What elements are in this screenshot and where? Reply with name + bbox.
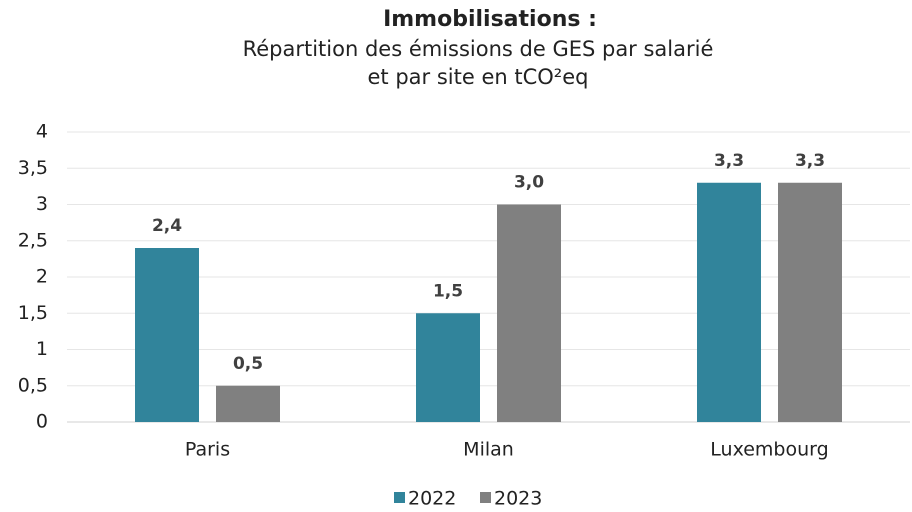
y-tick-label: 3,5	[18, 157, 48, 179]
y-tick-label: 2	[36, 266, 48, 288]
y-tick-label: 3	[36, 193, 48, 215]
value-label: 3,3	[795, 151, 825, 171]
bar	[497, 204, 561, 422]
y-tick-label: 4	[36, 121, 48, 143]
legend-swatch	[480, 492, 491, 503]
y-tick-label: 2,5	[18, 229, 48, 251]
bar	[416, 313, 480, 422]
value-label: 2,4	[152, 216, 182, 236]
value-label: 1,5	[433, 281, 463, 301]
legend-swatch	[394, 492, 405, 503]
legend-label: 2022	[408, 488, 456, 510]
bar	[216, 385, 280, 422]
chart-subtitle: Répartition des émissions de GES par sal…	[243, 37, 714, 61]
x-tick-label: Milan	[463, 439, 514, 461]
y-tick-label: 1	[36, 338, 48, 360]
bar	[697, 182, 761, 422]
value-label: 3,0	[514, 173, 544, 193]
x-tick-label: Luxembourg	[710, 439, 828, 461]
legend-label: 2023	[494, 488, 542, 510]
y-tick-label: 0	[36, 411, 48, 433]
bar	[135, 248, 199, 422]
chart-subtitle: et par site en tCO²eq	[368, 65, 589, 89]
chart-title: Immobilisations :	[383, 7, 597, 32]
y-tick-label: 1,5	[18, 302, 48, 324]
bar	[778, 182, 842, 422]
x-tick-label: Paris	[185, 439, 230, 461]
y-tick-label: 0,5	[18, 374, 48, 396]
value-label: 3,3	[714, 151, 744, 171]
value-label: 0,5	[233, 354, 263, 374]
